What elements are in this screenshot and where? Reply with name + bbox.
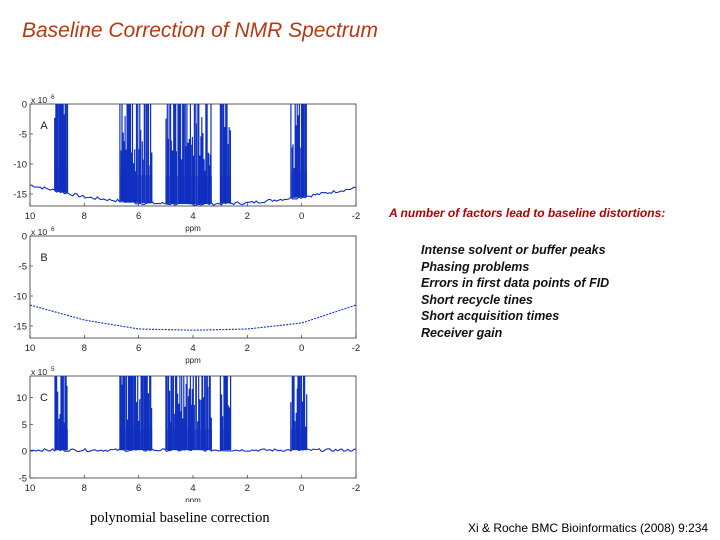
y-tick-label: 5: [22, 420, 27, 431]
x-tick-label: 4: [190, 483, 195, 494]
x-tick-label: 6: [136, 483, 141, 494]
x-axis-label: ppm: [185, 496, 201, 502]
y-tick-label: -10: [13, 292, 27, 303]
y-tick-label: -15: [13, 322, 27, 333]
panel-label: A: [40, 120, 48, 132]
spectrum-peak-band: [119, 175, 153, 203]
panel-label: B: [40, 252, 47, 264]
scale-factor-label: x 10: [31, 367, 47, 377]
x-tick-label: 2: [245, 343, 250, 354]
scale-exponent: 5: [51, 366, 55, 373]
x-tick-label: 6: [136, 343, 141, 354]
factor-item: Phasing problems: [421, 259, 530, 274]
scale-factor-label: x 10: [31, 227, 47, 237]
slide-title: Baseline Correction of NMR Spectrum: [22, 19, 378, 42]
y-tick-label: 0: [22, 447, 27, 458]
nmr-spectra-figure: 10 8 6 4 2 0 -2 ppm 0 -5 -10 -15 x 10 6 A 10 8 6 4 2 0 -2 ppm 0…: [13, 94, 360, 502]
y-tick-label: -15: [13, 190, 27, 201]
x-tick-label: 4: [190, 211, 195, 222]
scale-exponent: 6: [51, 226, 55, 233]
spectrum-peak-cluster: [119, 376, 153, 451]
spectrum-peak-band: [220, 175, 232, 204]
spectrum-peak-band: [54, 429, 69, 451]
citation: Xi & Roche BMC Bioinformatics (2008) 9:2…: [468, 521, 709, 535]
x-tick-label: 0: [299, 343, 304, 354]
spectrum-peak-band: [54, 167, 69, 192]
x-tick-label: 0: [299, 211, 304, 222]
y-tick-label: 0: [22, 100, 27, 111]
distortions-heading: A number of factors lead to baseline dis…: [389, 206, 666, 220]
x-tick-label: 10: [25, 211, 36, 222]
y-tick-label: -5: [19, 130, 27, 141]
x-tick-label: 8: [82, 343, 87, 354]
x-tick-label: -2: [352, 343, 360, 354]
factor-item: Short recycle tines: [421, 292, 533, 307]
y-tick-label: -10: [13, 160, 27, 171]
x-tick-label: 4: [190, 343, 195, 354]
x-axis-label: ppm: [185, 356, 201, 365]
scale-factor-label: x 10: [31, 95, 47, 105]
y-tick-label: -5: [19, 262, 27, 273]
x-tick-label: 10: [25, 483, 36, 494]
y-tick-label: -5: [19, 474, 27, 485]
x-tick-label: -2: [352, 211, 360, 222]
x-tick-label: 8: [82, 483, 87, 494]
spectrum-peak-band: [165, 429, 213, 451]
x-tick-label: 2: [245, 483, 250, 494]
x-tick-label: 8: [82, 211, 87, 222]
distortion-factor-list: Intense solvent or buffer peaks Phasing …: [421, 242, 609, 342]
panel-label: C: [40, 392, 48, 404]
spectrum-peak-cluster: [165, 104, 212, 205]
x-tick-label: 6: [136, 211, 141, 222]
plot-frame: [29, 235, 357, 339]
factor-item: Errors in first data points of FID: [421, 276, 610, 291]
factor-item: Receiver gain: [421, 325, 503, 340]
x-tick-label: 2: [245, 211, 250, 222]
y-tick-label: 10: [16, 393, 27, 404]
x-tick-label: -2: [352, 483, 360, 494]
spectrum-peak-band: [220, 429, 232, 451]
spectrum-peak-band: [290, 171, 308, 198]
spectrum-peak-cluster: [54, 104, 69, 194]
factor-item: Intense solvent or buffer peaks: [421, 243, 606, 257]
y-tick-label: 0: [22, 232, 27, 243]
x-tick-label: 10: [25, 343, 36, 354]
spectrum-peak-band: [165, 176, 213, 205]
factor-item: Short acquisition times: [421, 309, 560, 324]
figure-caption: polynomial baseline correction: [90, 510, 270, 526]
x-tick-label: 0: [299, 483, 304, 494]
x-axis-label: ppm: [185, 224, 201, 233]
spectrum-peak-band: [290, 429, 308, 451]
spectrum-peak-cluster: [219, 104, 231, 204]
spectrum-peak-band: [119, 429, 153, 451]
spectrum-baseline: [29, 304, 357, 331]
scale-exponent: 6: [51, 94, 55, 101]
